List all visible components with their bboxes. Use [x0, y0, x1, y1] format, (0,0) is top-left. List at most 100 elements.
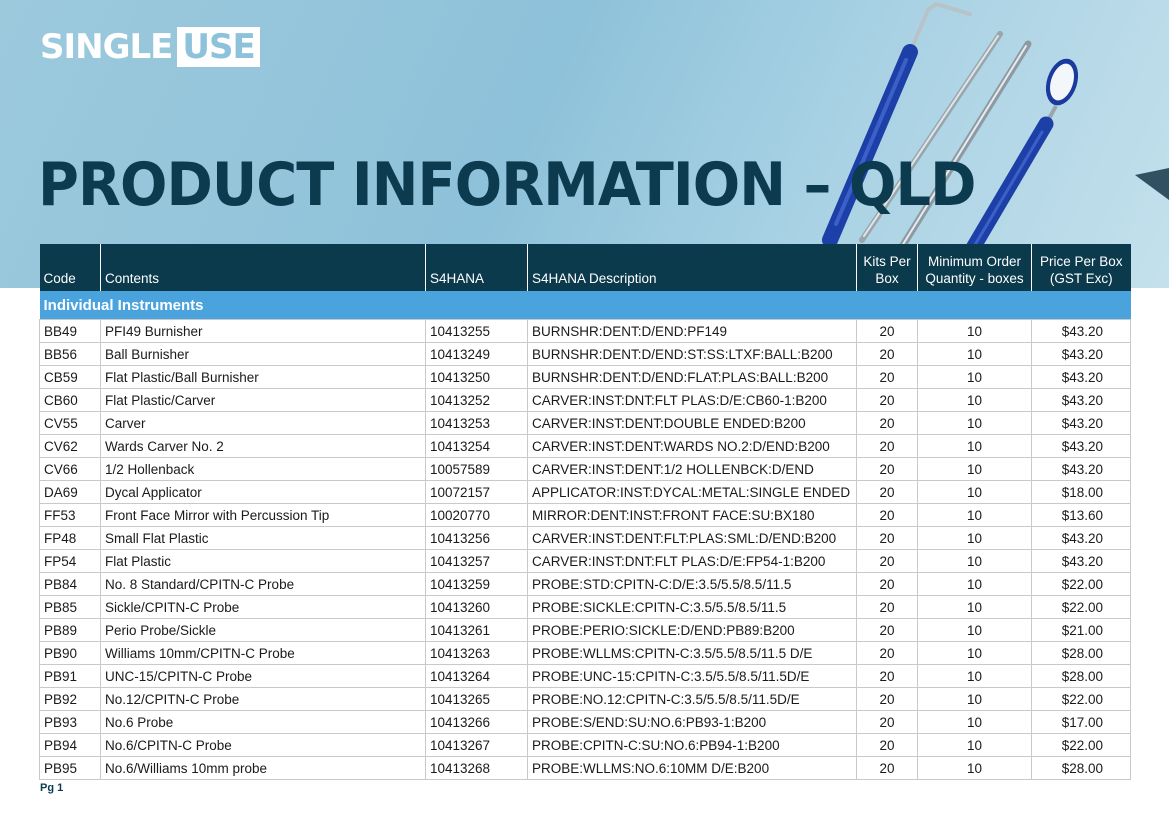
cell-price: $43.20 — [1031, 434, 1131, 458]
table-row: PB85 Sickle/CPITN-C Probe 10413260 PROBE:SI… — [39, 595, 1131, 619]
cell-price: $43.20 — [1031, 365, 1131, 389]
table-row: CV66 1/2 Hollenback 10057589 CARVER:INST:DE… — [39, 457, 1131, 481]
cell-minimum-order: 10 — [917, 710, 1032, 734]
cell-code: DA69 — [39, 480, 101, 504]
cell-minimum-order: 10 — [917, 480, 1032, 504]
cell-s4hana: 10413263 — [425, 641, 528, 665]
table-row: CV55 Carver 10413253 CARVER:INST:DENT:DOUBL… — [39, 411, 1131, 435]
table-row: PB90 Williams 10mm/CPITN-C Probe 10413263 P… — [39, 641, 1131, 665]
cell-s4hana: 10413260 — [425, 595, 528, 619]
cell-s4hana-description: PROBE:STD:CPITN-C:D/E:3.5/5.5/8.5/11.5 — [527, 572, 857, 596]
cell-s4hana-description: BURNSHR:DENT:D/END:PF149 — [527, 319, 857, 343]
cell-kits-per-box: 20 — [856, 687, 918, 711]
page-title: PRODUCT INFORMATION – QLD — [38, 150, 976, 220]
cell-s4hana: 10413256 — [425, 526, 528, 550]
cell-minimum-order: 10 — [917, 503, 1032, 527]
cell-kits-per-box: 20 — [856, 572, 918, 596]
cell-minimum-order: 10 — [917, 365, 1032, 389]
cell-price: $22.00 — [1031, 572, 1131, 596]
cell-minimum-order: 10 — [917, 664, 1032, 688]
brand-use: USE — [177, 27, 260, 67]
table-row: PB93 No.6 Probe 10413266 PROBE:S/END:SU:NO.… — [39, 710, 1131, 734]
header-kits-per-box: Kits Per Box — [856, 244, 918, 291]
cell-code: BB49 — [39, 319, 101, 343]
cell-contents: Flat Plastic/Ball Burnisher — [100, 365, 426, 389]
cell-contents: Sickle/CPITN-C Probe — [100, 595, 426, 619]
section-title: Individual Instruments — [39, 291, 1131, 320]
cell-s4hana: 10413261 — [425, 618, 528, 642]
table-row: BB56 Ball Burnisher 10413249 BURNSHR:DENT:D… — [39, 342, 1131, 366]
table-row: FP54 Flat Plastic 10413257 CARVER:INST:DNT:… — [39, 549, 1131, 573]
cell-contents: No.6 Probe — [100, 710, 426, 734]
cell-s4hana-description: PROBE:UNC-15:CPITN-C:3.5/5.5/8.5/11.5D/E — [527, 664, 857, 688]
cell-contents: PFI49 Burnisher — [100, 319, 426, 343]
cell-contents: Wards Carver No. 2 — [100, 434, 426, 458]
cell-contents: No.12/CPITN-C Probe — [100, 687, 426, 711]
cell-contents: Flat Plastic/Carver — [100, 388, 426, 412]
table-row: FP48 Small Flat Plastic 10413256 CARVER:INS… — [39, 526, 1131, 550]
cell-kits-per-box: 20 — [856, 503, 918, 527]
cell-s4hana: 10413250 — [425, 365, 528, 389]
cell-code: CV66 — [39, 457, 101, 481]
header-s4hana: S4HANA — [425, 244, 528, 291]
cell-price: $43.20 — [1031, 411, 1131, 435]
cell-minimum-order: 10 — [917, 388, 1032, 412]
cell-kits-per-box: 20 — [856, 710, 918, 734]
cell-contents: Carver — [100, 411, 426, 435]
table-row: PB94 No.6/CPITN-C Probe 10413267 PROBE:CPIT… — [39, 733, 1131, 757]
cell-code: PB89 — [39, 618, 101, 642]
cell-code: CB59 — [39, 365, 101, 389]
cell-minimum-order: 10 — [917, 342, 1032, 366]
cell-price: $43.20 — [1031, 319, 1131, 343]
cell-contents: Dycal Applicator — [100, 480, 426, 504]
cell-code: PB92 — [39, 687, 101, 711]
cell-s4hana: 10413252 — [425, 388, 528, 412]
cell-contents: UNC-15/CPITN-C Probe — [100, 664, 426, 688]
cell-s4hana-description: PROBE:WLLMS:CPITN-C:3.5/5.5/8.5/11.5 D/E — [527, 641, 857, 665]
cell-s4hana-description: PROBE:PERIO:SICKLE:D/END:PB89:B200 — [527, 618, 857, 642]
cell-s4hana-description: PROBE:WLLMS:NO.6:10MM D/E:B200 — [527, 756, 857, 780]
cell-minimum-order: 10 — [917, 595, 1032, 619]
table-row: DA69 Dycal Applicator 10072157 APPLICATOR:I… — [39, 480, 1131, 504]
cell-s4hana-description: PROBE:S/END:SU:NO.6:PB93-1:B200 — [527, 710, 857, 734]
header-s4hana-description: S4HANA Description — [527, 244, 857, 291]
cell-contents: Williams 10mm/CPITN-C Probe — [100, 641, 426, 665]
cell-price: $22.00 — [1031, 733, 1131, 757]
cell-code: FP54 — [39, 549, 101, 573]
cell-minimum-order: 10 — [917, 411, 1032, 435]
cell-kits-per-box: 20 — [856, 434, 918, 458]
cell-minimum-order: 10 — [917, 733, 1032, 757]
cell-kits-per-box: 20 — [856, 641, 918, 665]
cell-price: $43.20 — [1031, 342, 1131, 366]
cell-kits-per-box: 20 — [856, 342, 918, 366]
cell-code: PB94 — [39, 733, 101, 757]
cell-s4hana: 10413255 — [425, 319, 528, 343]
header-banner: SINGLE USE PRODUCT INFORMATION – QLD — [0, 0, 1169, 288]
cell-minimum-order: 10 — [917, 641, 1032, 665]
cell-s4hana: 10057589 — [425, 457, 528, 481]
cell-minimum-order: 10 — [917, 549, 1032, 573]
cell-contents: No.6/CPITN-C Probe — [100, 733, 426, 757]
cell-minimum-order: 10 — [917, 526, 1032, 550]
cell-code: PB95 — [39, 756, 101, 780]
cell-s4hana-description: CARVER:INST:DENT:FLT:PLAS:SML:D/END:B200 — [527, 526, 857, 550]
cell-kits-per-box: 20 — [856, 457, 918, 481]
cell-price: $22.00 — [1031, 595, 1131, 619]
cell-code: CB60 — [39, 388, 101, 412]
table-header-row: Code Contents S4HANA S4HANA Description … — [39, 244, 1131, 291]
cell-s4hana: 10413265 — [425, 687, 528, 711]
header-contents: Contents — [100, 244, 426, 291]
cell-contents: Ball Burnisher — [100, 342, 426, 366]
cell-s4hana: 10413268 — [425, 756, 528, 780]
cell-code: BB56 — [39, 342, 101, 366]
cell-kits-per-box: 20 — [856, 618, 918, 642]
table-row: FF53 Front Face Mirror with Percussion Ti… — [39, 503, 1131, 527]
cell-kits-per-box: 20 — [856, 756, 918, 780]
cell-minimum-order: 10 — [917, 434, 1032, 458]
cell-contents: Front Face Mirror with Percussion Tip — [100, 503, 426, 527]
cell-code: CV55 — [39, 411, 101, 435]
cell-s4hana-description: PROBE:SICKLE:CPITN-C:3.5/5.5/8.5/11.5 — [527, 595, 857, 619]
table-row: PB89 Perio Probe/Sickle 10413261 PROBE:PERI… — [39, 618, 1131, 642]
cell-minimum-order: 10 — [917, 756, 1032, 780]
brand-logo: SINGLE USE — [40, 27, 260, 67]
